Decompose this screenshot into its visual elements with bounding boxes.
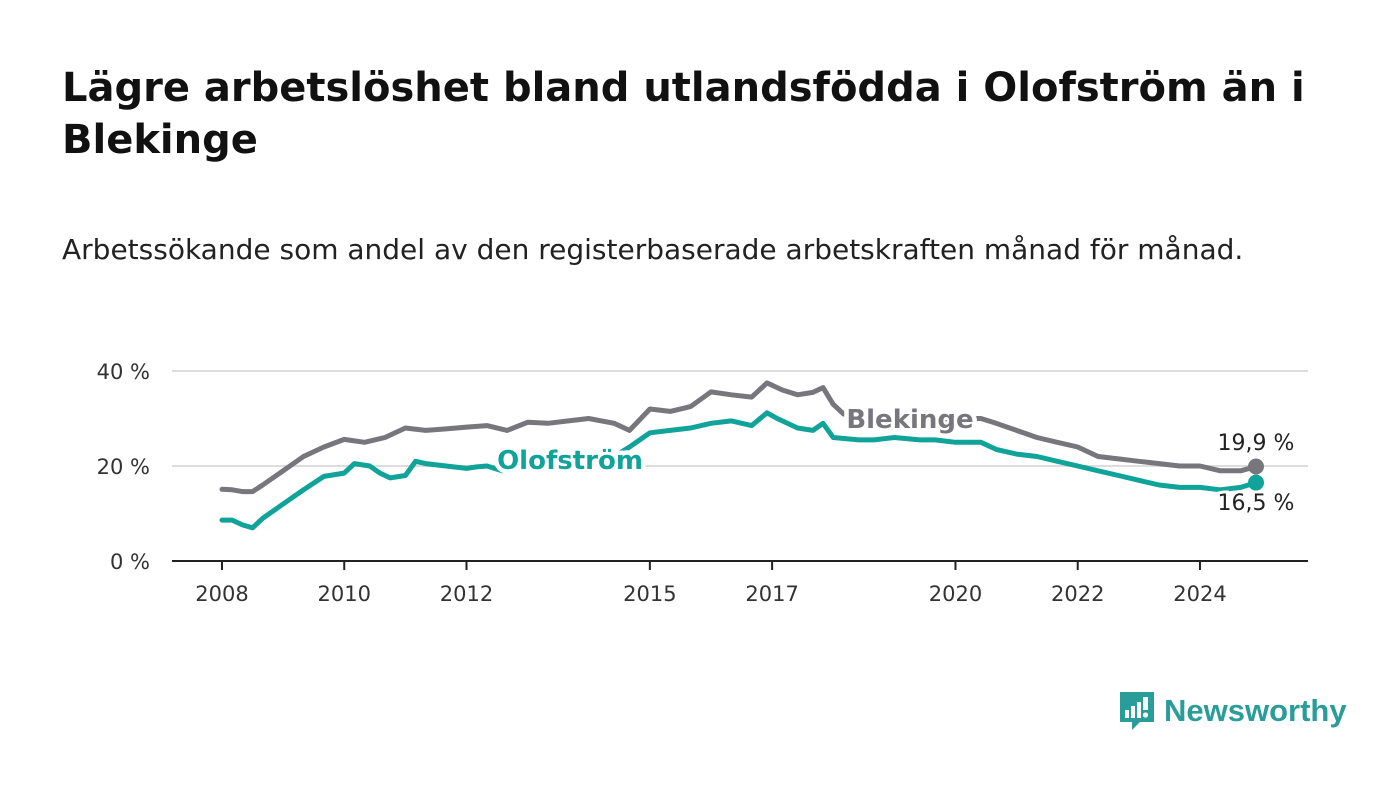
newsworthy-logo: Newsworthy [1118,690,1347,732]
blekinge-end-value-label: 19,9 % [1218,431,1295,456]
blekinge-end-point [1248,458,1264,475]
x-tick-label: 2015 [623,582,676,606]
x-tick-label: 2017 [745,582,798,606]
chart-subtitle: Arbetssökande som andel av den registerb… [62,233,1244,266]
olofstrom-end-point [1248,474,1264,491]
olofstrom-series-label: Olofström [497,446,643,476]
y-tick-label: 20 % [97,455,150,479]
x-tick-label: 2008 [195,582,248,606]
x-tick-label: 2024 [1173,582,1226,606]
olofstrom-end-value-label: 16,5 % [1218,491,1295,516]
newsworthy-logo-icon [1120,692,1154,730]
y-tick-label: 0 % [110,550,150,574]
chart-title: Lägre arbetslöshet bland utlandsfödda i … [62,65,1305,163]
x-tick-label: 2012 [440,582,493,606]
x-tick-label: 2010 [318,582,371,606]
logo-text: Newsworthy [1164,693,1347,728]
olofstrom-line [219,410,1259,531]
x-tick-label: 2020 [929,582,982,606]
blekinge-line [219,380,1259,495]
y-tick-label: 40 % [97,360,150,384]
x-tick-label: 2022 [1051,582,1104,606]
blekinge-series-label: Blekinge [846,405,973,435]
